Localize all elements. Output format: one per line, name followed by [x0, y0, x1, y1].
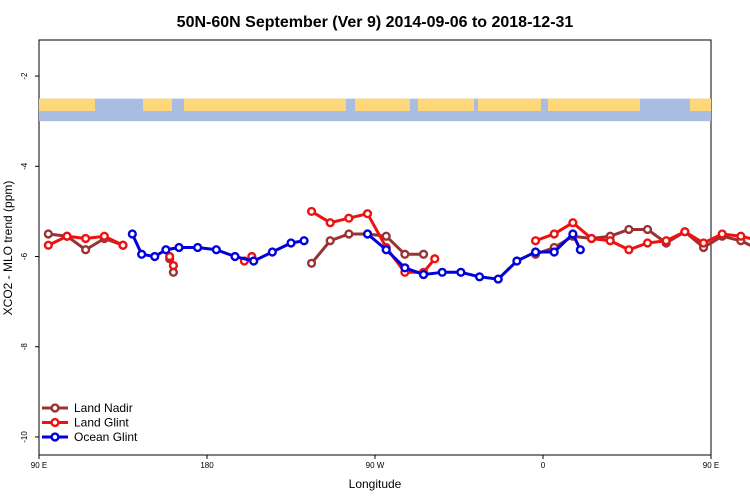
y-tick-label: -8	[20, 343, 29, 351]
legend-marker	[50, 432, 60, 442]
map-strip-land	[184, 98, 346, 112]
series-land-nadir	[43, 224, 750, 277]
map-strip-land	[143, 98, 172, 112]
map-strip	[39, 98, 711, 122]
data-point	[230, 251, 240, 262]
data-point	[381, 231, 391, 241]
data-point	[530, 236, 541, 246]
data-point	[430, 254, 440, 264]
data-point	[99, 231, 109, 241]
data-point	[344, 229, 354, 239]
y-axis-label: XCO2 - MLO trend (ppm)	[1, 181, 15, 316]
series-land-glint	[43, 206, 750, 277]
data-point	[174, 242, 184, 253]
data-point	[286, 238, 296, 248]
legend-label: Ocean Glint	[74, 430, 138, 444]
data-point	[325, 236, 335, 246]
map-strip-land	[478, 98, 541, 112]
map-strip-land	[690, 98, 711, 112]
map-strip-land	[355, 98, 410, 112]
data-point	[624, 224, 634, 235]
data-point	[306, 258, 317, 268]
data-point	[549, 229, 559, 239]
series-layer	[43, 206, 750, 284]
data-point	[530, 247, 541, 257]
data-point	[549, 247, 559, 257]
x-axis: 90 E 180 90 W 0 90 E	[31, 455, 719, 470]
data-point	[400, 263, 410, 273]
data-point	[437, 267, 447, 277]
data-point	[81, 245, 91, 255]
legend-marker	[50, 403, 60, 413]
map-strip-land	[418, 98, 474, 112]
data-point	[381, 245, 391, 255]
data-point	[736, 231, 746, 241]
y-tick-label: -6	[20, 252, 29, 260]
x-tick-label: 0	[541, 461, 546, 470]
data-point	[344, 213, 354, 223]
series-ocean-glint	[127, 229, 585, 284]
data-point	[161, 245, 171, 255]
data-point	[680, 227, 690, 237]
series-line	[366, 232, 582, 281]
data-point	[299, 236, 309, 246]
data-point	[642, 238, 653, 248]
data-point	[325, 218, 335, 228]
data-point	[418, 269, 429, 280]
data-point	[43, 240, 53, 250]
data-point	[362, 229, 373, 239]
y-tick-label: -4	[20, 162, 29, 170]
data-point	[43, 229, 53, 239]
data-point	[605, 236, 615, 246]
map-strip-land	[39, 98, 95, 112]
data-point	[642, 224, 653, 235]
data-point	[717, 229, 727, 239]
data-point	[568, 229, 578, 239]
x-tick-label: 90 E	[703, 461, 719, 470]
y-tick-label: -10	[20, 431, 29, 443]
legend-label: Land Nadir	[74, 401, 133, 415]
x-tick-label: 180	[200, 461, 214, 470]
data-point	[211, 245, 221, 255]
y-axis: -2 -4 -6 -8 -10	[20, 72, 39, 443]
x-tick-label: 90 W	[366, 461, 385, 470]
data-point	[150, 251, 160, 262]
series-line	[535, 221, 750, 252]
data-point	[575, 245, 585, 255]
x-tick-label: 90 E	[31, 461, 47, 470]
data-point	[418, 249, 429, 259]
data-point	[62, 231, 72, 241]
data-point	[306, 206, 317, 217]
data-point	[624, 245, 634, 255]
data-point	[568, 218, 578, 228]
data-point	[698, 238, 709, 248]
chart-title: 50N-60N September (Ver 9) 2014-09-06 to …	[177, 14, 574, 31]
data-point	[512, 256, 522, 266]
data-point	[193, 242, 203, 253]
data-point	[400, 249, 410, 259]
data-point	[168, 260, 179, 271]
data-point	[165, 251, 175, 262]
data-point	[362, 209, 373, 219]
data-point	[474, 272, 485, 282]
data-point	[267, 247, 277, 257]
data-point	[137, 249, 147, 259]
data-point	[661, 236, 671, 246]
legend-label: Land Glint	[74, 416, 129, 430]
y-tick-label: -2	[20, 72, 29, 80]
data-point	[493, 274, 503, 284]
data-point	[81, 233, 91, 244]
data-point	[586, 233, 597, 244]
legend-marker	[50, 417, 60, 428]
data-point	[456, 267, 466, 277]
x-axis-label: Longitude	[349, 477, 402, 491]
data-point	[118, 240, 128, 250]
data-point	[249, 256, 259, 266]
data-point	[127, 229, 137, 239]
map-strip-land	[548, 98, 640, 112]
